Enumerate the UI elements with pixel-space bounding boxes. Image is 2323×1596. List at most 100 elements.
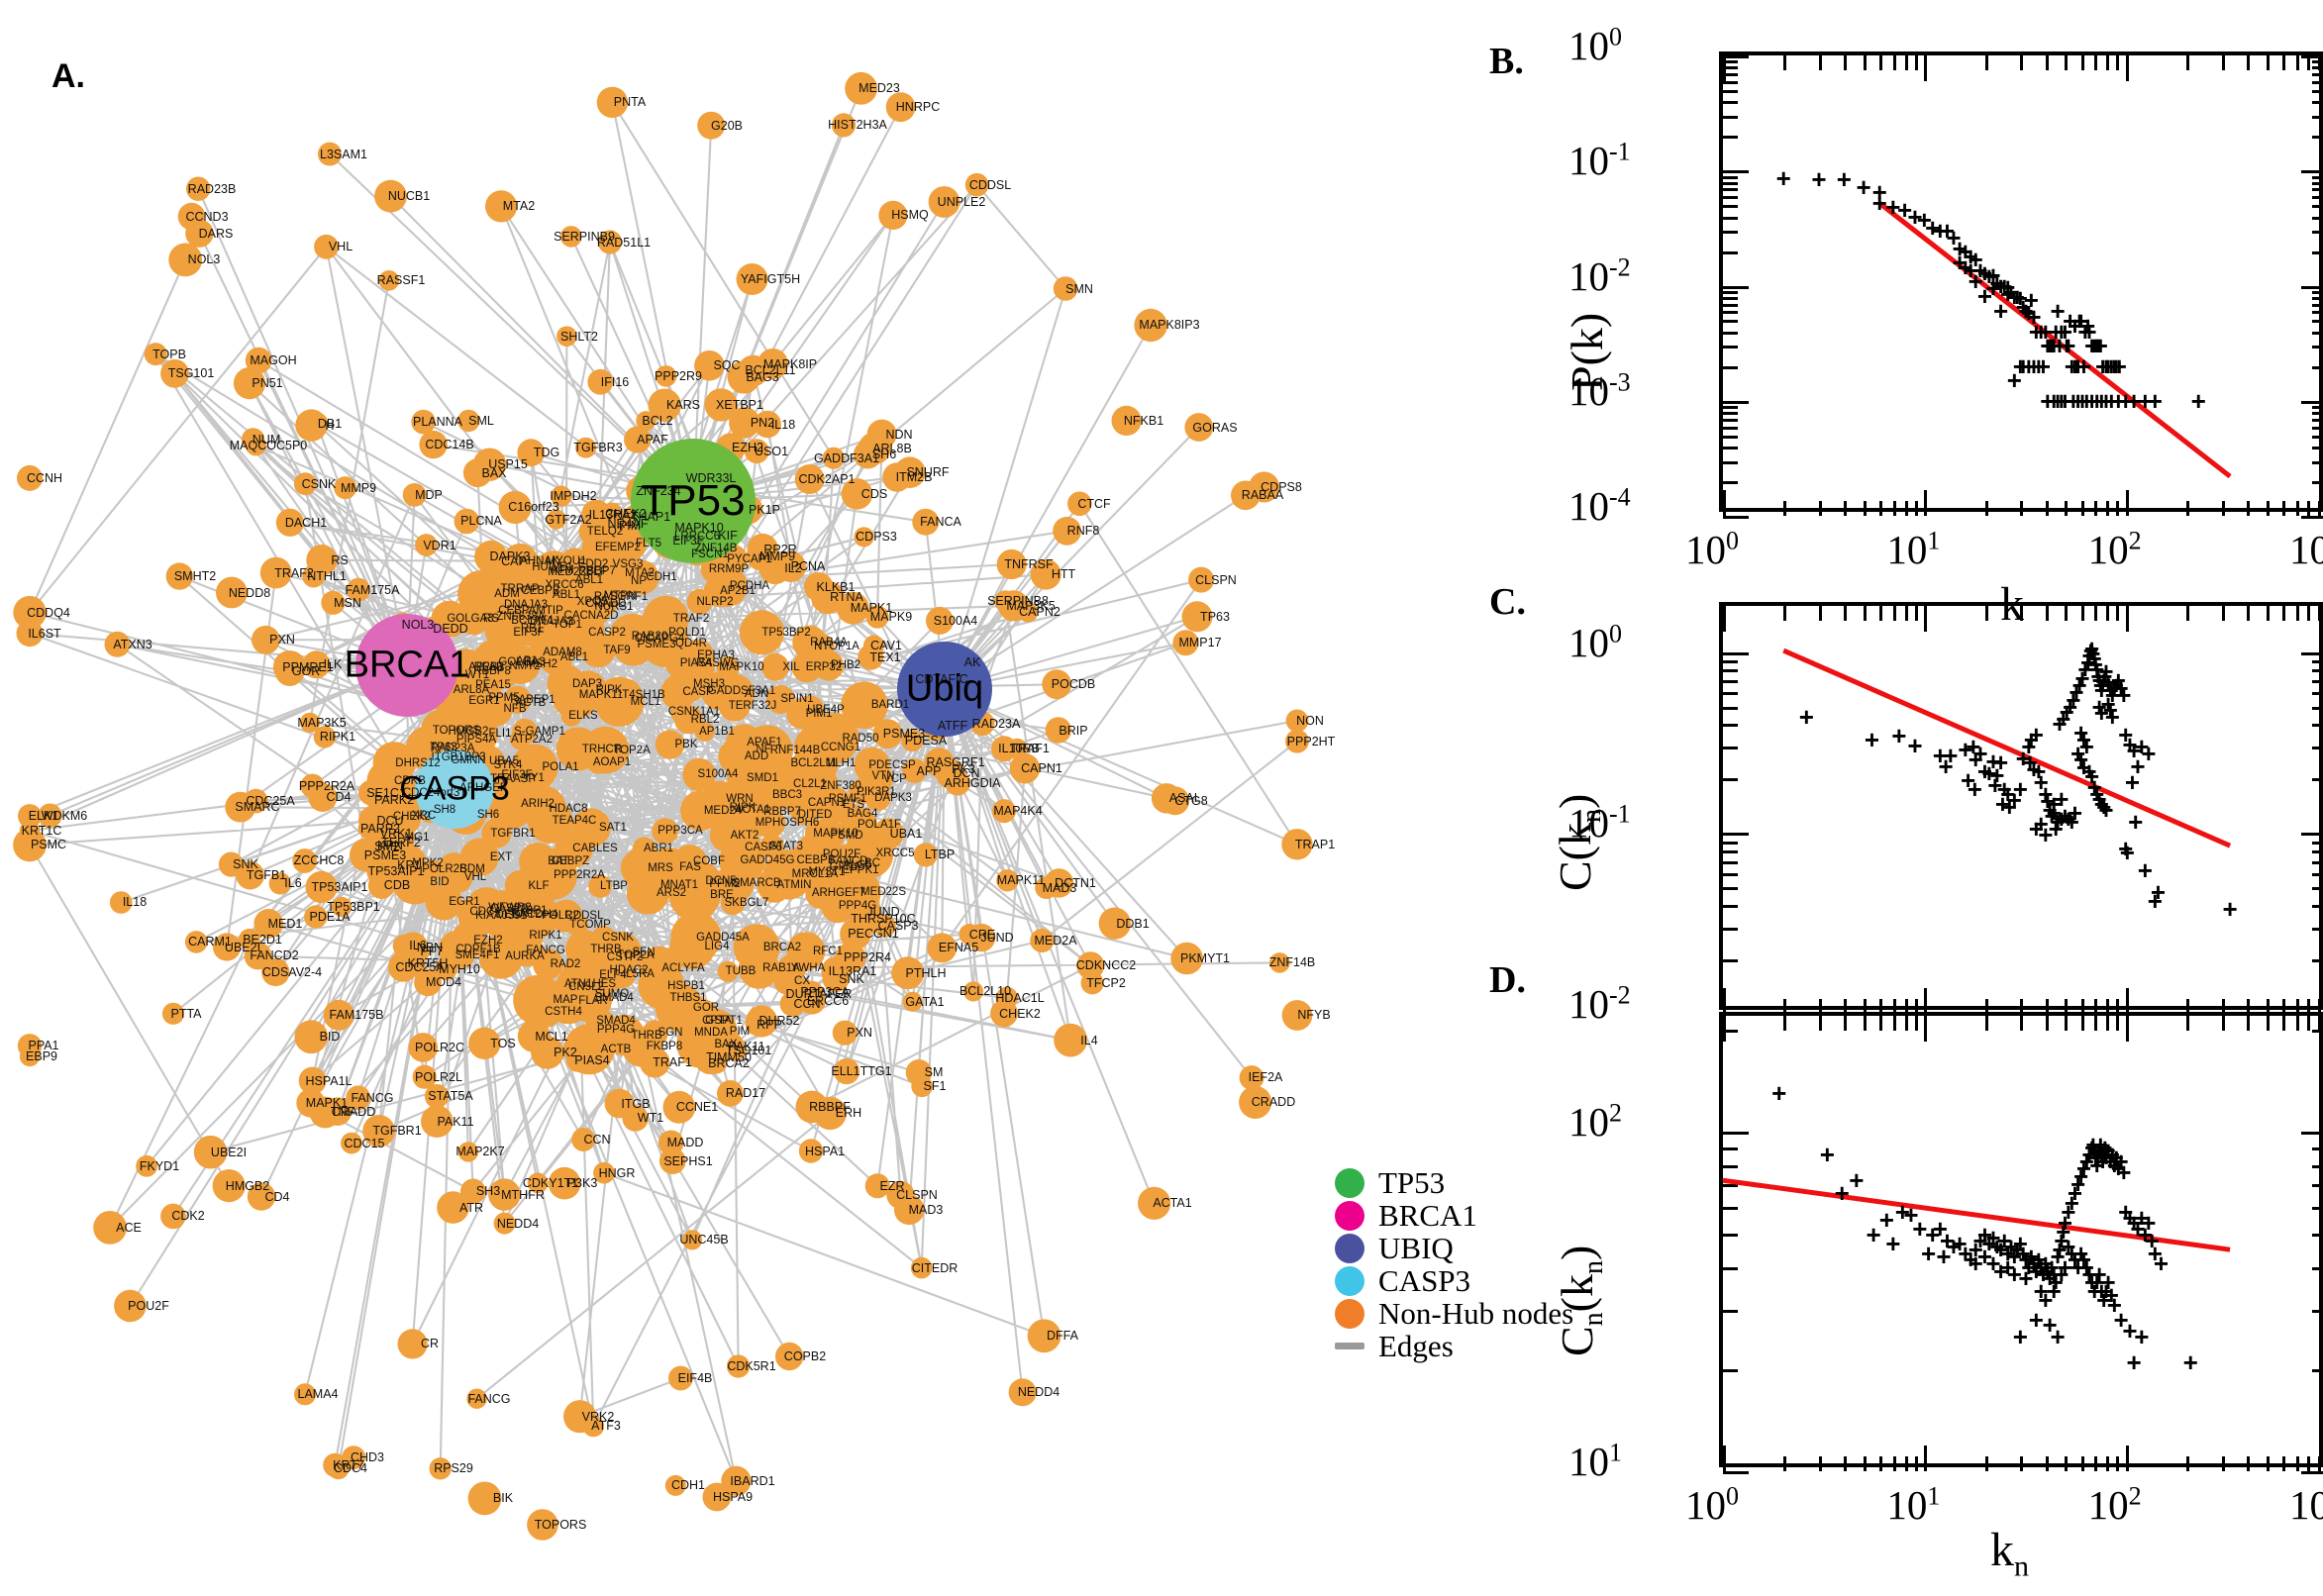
network-node[interactable] [244, 942, 272, 970]
network-node[interactable] [18, 804, 42, 829]
network-node[interactable] [321, 590, 346, 615]
network-node[interactable] [218, 851, 244, 877]
network-node[interactable] [794, 464, 825, 494]
network-node[interactable] [866, 419, 897, 449]
network-node[interactable] [664, 648, 694, 678]
network-node[interactable] [672, 845, 707, 879]
network-node[interactable] [681, 1230, 703, 1250]
network-node[interactable] [913, 843, 938, 867]
network-node[interactable] [299, 712, 321, 733]
network-node[interactable] [575, 437, 597, 458]
network-node[interactable] [13, 828, 47, 862]
network-node[interactable] [500, 914, 544, 957]
network-node[interactable] [910, 1256, 933, 1279]
network-node[interactable] [996, 869, 1019, 892]
network-node[interactable] [419, 430, 448, 459]
network-node[interactable] [511, 744, 558, 791]
network-node[interactable] [805, 819, 834, 848]
network-node[interactable] [786, 784, 825, 823]
network-node[interactable] [669, 923, 716, 969]
network-node[interactable] [636, 411, 656, 432]
network-node[interactable] [462, 458, 492, 488]
network-node[interactable] [38, 803, 62, 828]
network-node[interactable] [786, 698, 817, 730]
network-node[interactable] [481, 818, 512, 848]
network-node[interactable] [1053, 516, 1081, 546]
network-node[interactable] [990, 999, 1018, 1028]
network-node[interactable] [596, 510, 629, 542]
network-node[interactable] [905, 1059, 933, 1086]
network-node[interactable] [437, 852, 470, 886]
network-node[interactable] [449, 943, 475, 969]
network-node[interactable] [864, 784, 891, 811]
network-node[interactable] [757, 867, 792, 903]
network-node[interactable] [840, 918, 871, 950]
network-node[interactable] [420, 708, 467, 754]
network-node[interactable] [313, 726, 337, 748]
network-node[interactable] [421, 1105, 454, 1138]
network-node[interactable] [367, 871, 395, 900]
network-node[interactable] [306, 545, 338, 576]
network-node[interactable] [241, 428, 265, 451]
network-node[interactable] [402, 483, 427, 507]
network-node[interactable] [160, 358, 189, 388]
network-node[interactable] [660, 674, 696, 710]
network-node[interactable] [1134, 308, 1167, 343]
network-node[interactable] [346, 1085, 371, 1111]
network-node[interactable] [792, 625, 828, 660]
network-node[interactable] [830, 843, 870, 883]
network-node[interactable] [991, 736, 1018, 762]
network-node[interactable] [412, 1064, 437, 1089]
network-node[interactable] [300, 773, 325, 798]
network-node[interactable] [1269, 952, 1290, 973]
network-node[interactable] [378, 270, 400, 291]
network-node[interactable] [682, 757, 716, 792]
network-node[interactable] [1285, 709, 1309, 733]
network-node[interactable] [902, 758, 927, 783]
network-node[interactable] [212, 1169, 246, 1203]
network-node[interactable] [1170, 942, 1203, 975]
network-node[interactable] [1076, 951, 1105, 980]
network-node[interactable] [467, 1481, 502, 1516]
network-node[interactable] [964, 172, 989, 197]
network-node[interactable] [506, 691, 530, 714]
network-node[interactable] [1042, 669, 1072, 700]
network-node[interactable] [901, 729, 924, 752]
network-node[interactable] [1172, 630, 1199, 656]
network-node[interactable] [839, 803, 860, 825]
network-node[interactable] [318, 142, 342, 166]
network-node[interactable] [517, 439, 546, 467]
network-node[interactable] [460, 838, 499, 877]
network-node[interactable] [1281, 829, 1313, 860]
network-node[interactable] [247, 1182, 276, 1211]
network-node[interactable] [891, 956, 925, 990]
network-node[interactable] [996, 549, 1027, 580]
network-node[interactable] [715, 863, 755, 904]
network-node[interactable] [456, 898, 483, 926]
network-node[interactable] [761, 652, 789, 681]
network-node[interactable] [411, 409, 436, 435]
network-node[interactable] [882, 462, 912, 492]
network-node[interactable] [803, 572, 834, 602]
network-node[interactable] [261, 957, 290, 987]
network-node[interactable] [1009, 752, 1041, 784]
network-node[interactable] [184, 931, 208, 953]
network-node[interactable] [305, 870, 338, 904]
network-node[interactable] [836, 591, 869, 625]
network-node[interactable] [592, 1010, 615, 1032]
network-node[interactable] [608, 678, 643, 712]
network-node[interactable] [841, 681, 888, 730]
network-node[interactable] [477, 691, 513, 727]
network-node[interactable] [454, 508, 480, 535]
network-node[interactable] [886, 1180, 915, 1210]
network-node[interactable] [358, 779, 384, 806]
network-node[interactable] [872, 719, 903, 748]
network-node[interactable] [720, 890, 746, 916]
network-node[interactable] [17, 464, 43, 491]
network-node[interactable] [873, 915, 896, 938]
network-node[interactable] [865, 605, 889, 629]
network-node[interactable] [1188, 566, 1215, 593]
network-node[interactable] [1184, 413, 1214, 442]
network-node[interactable] [1054, 1023, 1087, 1057]
network-node[interactable] [295, 409, 328, 442]
